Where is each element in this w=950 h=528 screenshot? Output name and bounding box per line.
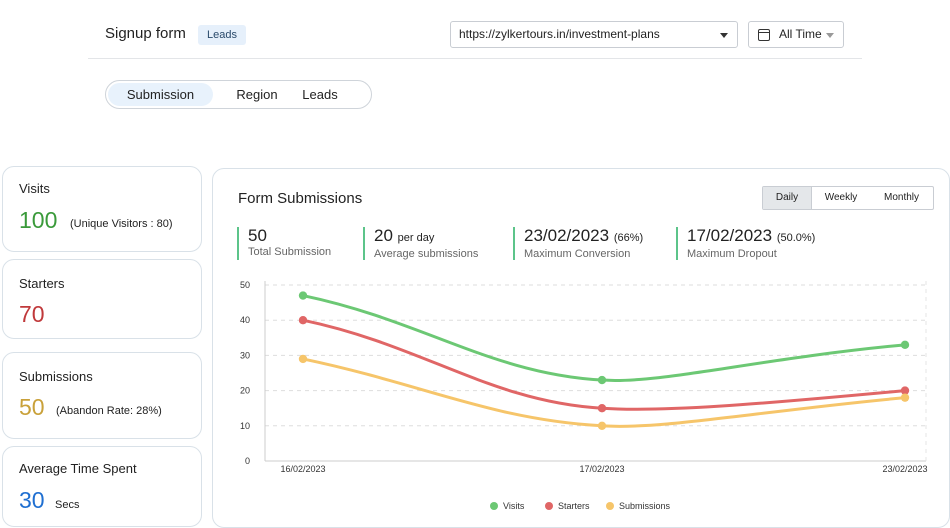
page-title: Signup form xyxy=(105,25,186,42)
metric-value: 50 xyxy=(248,226,267,245)
data-point-submissions xyxy=(597,421,607,430)
tab-submission[interactable]: Submission xyxy=(108,83,213,106)
metric-value: 23/02/2023 xyxy=(524,226,610,245)
x-tick-label: 16/02/2023 xyxy=(280,464,325,474)
metric-label: Average submissions xyxy=(374,248,479,260)
submissions-card: Submissions 50 (Abandon Rate: 28%) xyxy=(2,352,202,439)
avg-time-label: Average Time Spent xyxy=(19,461,137,476)
starters-value: 70 xyxy=(19,301,45,327)
data-point-starters xyxy=(597,404,607,413)
metric-suffix: per day xyxy=(397,232,435,244)
y-tick-label: 50 xyxy=(240,280,250,290)
leads-badge: Leads xyxy=(198,25,246,45)
form-submissions-panel: Form Submissions Daily Weekly Monthly 50… xyxy=(212,168,950,528)
submissions-label: Submissions xyxy=(19,369,93,384)
metric-label: Maximum Conversion xyxy=(524,248,631,260)
calendar-icon xyxy=(758,29,770,41)
chevron-down-icon xyxy=(826,33,834,38)
avg-time-unit: Secs xyxy=(55,499,80,511)
avg-time-value: 30 xyxy=(19,487,45,513)
visits-card: Visits 100 (Unique Visitors : 80) xyxy=(2,166,202,252)
url-select[interactable]: https://zylkertours.in/investment-plans xyxy=(450,21,738,48)
legend-marker-submissions xyxy=(606,502,614,510)
time-range-value: All Time xyxy=(779,27,822,41)
range-daily[interactable]: Daily xyxy=(763,187,812,209)
data-point-visits xyxy=(298,291,308,300)
data-point-visits xyxy=(597,375,607,385)
chevron-down-icon xyxy=(720,33,728,38)
metric-maximum-conversion: 23/02/2023 (66%) Maximum Conversion xyxy=(513,227,643,260)
metric-average-submissions: 20 per day Average submissions xyxy=(363,227,478,260)
metric-suffix: (66%) xyxy=(613,232,644,244)
legend-label-starters: Starters xyxy=(558,501,590,511)
x-tick-label: 23/02/2023 xyxy=(882,464,927,474)
tab-region[interactable]: Region xyxy=(236,87,278,102)
data-point-submissions xyxy=(298,354,308,364)
metric-label: Total Submission xyxy=(248,246,332,258)
legend-label-visits: Visits xyxy=(503,501,525,511)
data-point-visits xyxy=(900,340,910,350)
metric-value: 20 xyxy=(374,226,393,245)
range-weekly[interactable]: Weekly xyxy=(824,192,858,203)
metric-suffix: (50.0%) xyxy=(776,232,816,244)
unique-visitors-note: (Unique Visitors : 80) xyxy=(70,218,173,230)
x-tick-label: 17/02/2023 xyxy=(579,464,624,474)
metric-label: Maximum Dropout xyxy=(687,248,777,260)
y-tick-label: 0 xyxy=(245,456,250,466)
y-tick-label: 40 xyxy=(240,315,250,325)
time-range-select[interactable]: All Time xyxy=(748,21,844,48)
metric-maximum-dropout: 17/02/2023 (50.0%) Maximum Dropout xyxy=(676,227,815,260)
visits-value: 100 xyxy=(19,207,58,233)
y-tick-label: 10 xyxy=(240,421,250,431)
submissions-value: 50 xyxy=(19,394,45,420)
view-tabs: Submission Region Leads xyxy=(105,80,372,109)
legend-marker-visits xyxy=(490,502,498,510)
series-line-starters xyxy=(302,318,906,411)
y-tick-label: 30 xyxy=(240,350,250,360)
tab-leads[interactable]: Leads xyxy=(302,87,338,102)
abandon-rate-note: (Abandon Rate: 28%) xyxy=(56,405,162,417)
starters-label: Starters xyxy=(19,276,65,291)
metric-value: 17/02/2023 xyxy=(687,226,773,245)
range-toggle: Daily Weekly Monthly xyxy=(762,186,934,210)
series-line-visits xyxy=(302,294,906,382)
series-line-submissions xyxy=(302,357,906,428)
legend-marker-starters xyxy=(545,502,553,510)
visits-label: Visits xyxy=(19,181,50,196)
panel-title: Form Submissions xyxy=(238,190,363,207)
y-tick-label: 20 xyxy=(240,386,250,396)
data-point-starters xyxy=(900,386,910,395)
line-chart: 0 10 20 30 40 50 16/02/2023 17/02/2023 23/02/202… xyxy=(240,280,928,511)
data-point-starters xyxy=(298,316,308,325)
avg-time-card: Average Time Spent 30 Secs xyxy=(2,446,202,527)
url-select-value: https://zylkertours.in/investment-plans xyxy=(459,27,660,41)
header-divider xyxy=(88,58,862,59)
data-point-submissions xyxy=(900,393,910,402)
metric-total-submission: 50 Total Submission xyxy=(237,227,331,260)
legend-label-submissions: Submissions xyxy=(619,501,671,511)
starters-card: Starters 70 xyxy=(2,259,202,339)
range-monthly[interactable]: Monthly xyxy=(883,192,919,203)
